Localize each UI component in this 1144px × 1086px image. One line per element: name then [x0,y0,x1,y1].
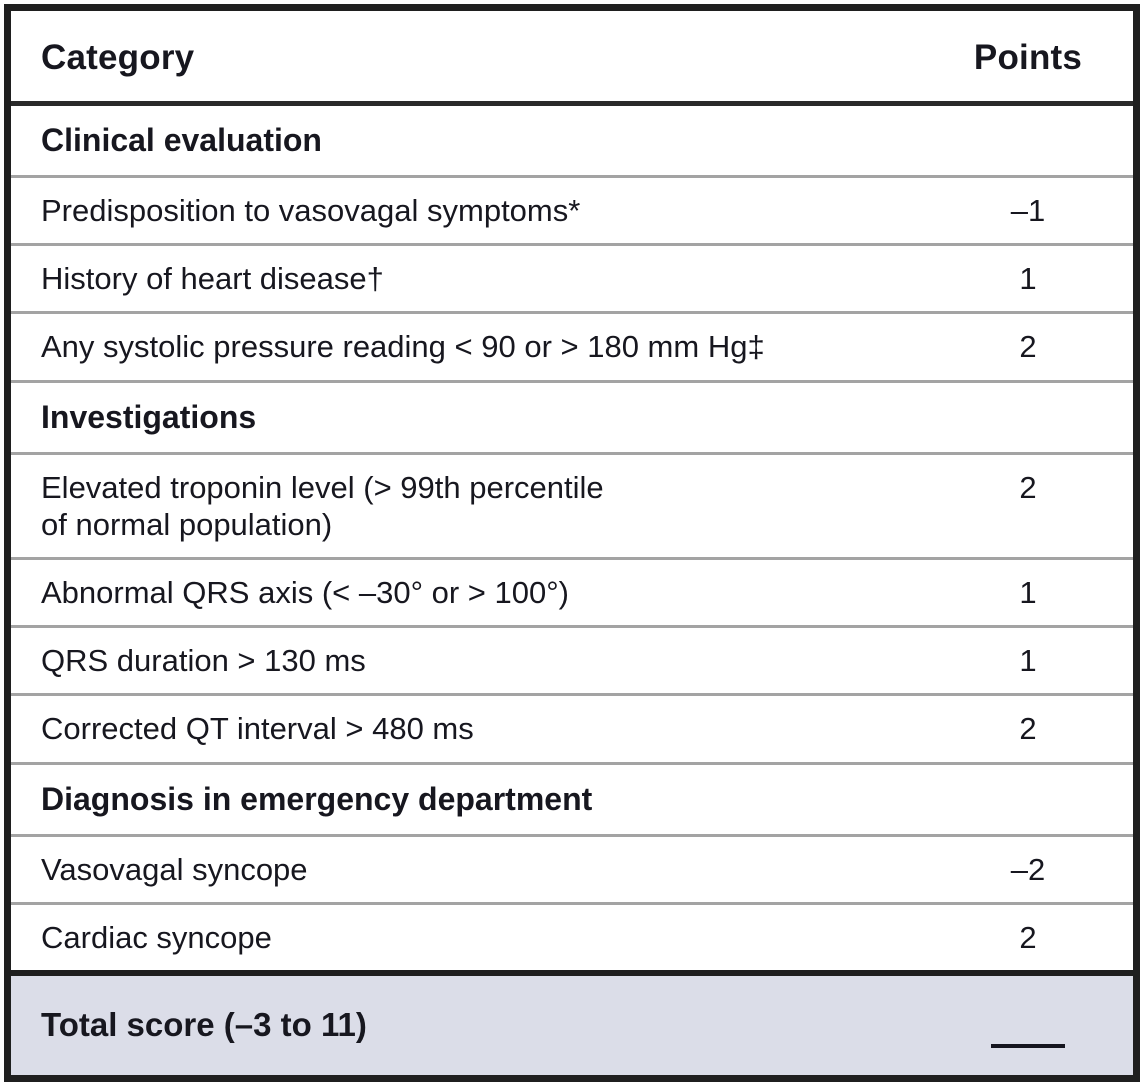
section-title: Clinical evaluation [41,122,322,158]
section-title: Investigations [41,398,257,435]
table-row: History of heart disease† 1 [11,243,1133,311]
section-title: Diagnosis in emergency department [41,780,593,817]
section-header-row: Investigations [11,379,1133,452]
table-row: Cardiac syncope 2 [11,901,1133,970]
table-header: Category Points [11,11,1133,106]
row-label: Elevated troponin level (> 99th percenti… [41,469,604,542]
section-points-cell [953,399,1103,436]
row-points: 2 [1019,329,1037,365]
table-row: Any systolic pressure reading < 90 or > … [11,311,1133,379]
column-header-category: Category [41,38,195,77]
row-points: 1 [1019,261,1037,297]
row-points: 2 [1019,711,1037,747]
table-row: Vasovagal syncope –2 [11,833,1133,902]
row-label: QRS duration > 130 ms [41,643,366,679]
total-score-row: Total score (–3 to 11) [11,969,1133,1075]
row-points: 1 [1019,574,1037,610]
section-header-row: Clinical evaluation [11,106,1133,175]
table-row: Predisposition to vasovagal symptoms* –1 [11,175,1133,243]
section-points-cell [953,781,1103,818]
table-row: Corrected QT interval > 480 ms 2 [11,693,1133,761]
row-label: Predisposition to vasovagal symptoms* [41,193,581,228]
total-score-blank-line [991,1044,1065,1049]
total-score-label: Total score (–3 to 11) [41,1006,367,1044]
row-points: –1 [1010,193,1046,228]
table-row: Abnormal QRS axis (< –30° or > 100°) 1 [11,556,1133,625]
row-points: 1 [1019,643,1037,679]
score-table: Category Points Clinical evaluation Pred… [4,4,1140,1082]
total-score-points-cell [953,1006,1103,1049]
row-points: –2 [1010,851,1046,887]
table-body: Clinical evaluation Predisposition to va… [11,106,1133,970]
row-label: Any systolic pressure reading < 90 or > … [41,329,765,365]
row-points: 2 [1019,919,1037,955]
row-label: Cardiac syncope [41,919,272,955]
column-header-points: Points [973,38,1083,77]
section-header-row: Diagnosis in emergency department [11,761,1133,834]
table-row: Elevated troponin level (> 99th percenti… [11,451,1133,557]
row-label: Corrected QT interval > 480 ms [41,711,474,747]
row-label: History of heart disease† [41,261,384,297]
row-points: 2 [1019,469,1037,505]
row-label: Abnormal QRS axis (< –30° or > 100°) [41,574,569,610]
row-label: Vasovagal syncope [41,851,308,887]
section-points-cell [953,122,1103,159]
table-row: QRS duration > 130 ms 1 [11,625,1133,693]
